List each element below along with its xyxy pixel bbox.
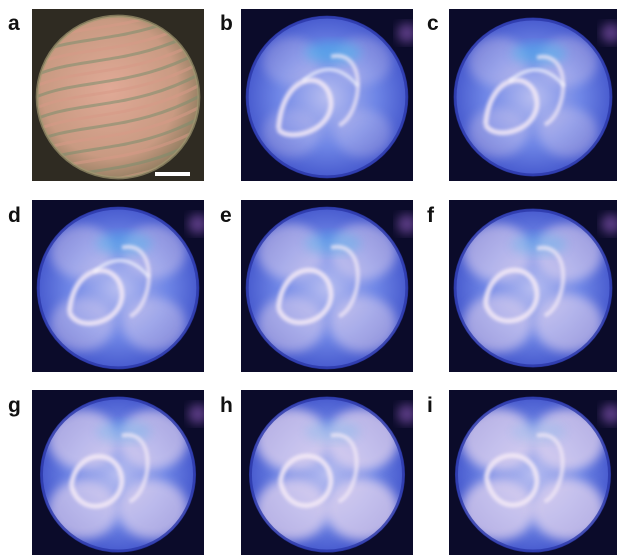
scale-bar [155, 172, 190, 176]
panel-a-svg [32, 9, 204, 181]
panel-label-i: i [427, 394, 433, 417]
panel-i-image [449, 390, 617, 555]
panel-i-svg [449, 390, 617, 555]
panel-b-svg [241, 9, 413, 181]
panel-f-image [449, 200, 617, 372]
panel-d-image [32, 200, 204, 372]
panel-b-image [241, 9, 413, 181]
droplet-disc [37, 16, 199, 178]
panel-f-svg [449, 200, 617, 372]
panel-h-image [241, 390, 413, 555]
panel-g-svg [32, 390, 204, 555]
panel-c-svg [449, 9, 617, 181]
panel-e-image [241, 200, 413, 372]
panel-label-g: g [8, 394, 21, 417]
panel-c-image [449, 9, 617, 181]
panel-label-c: c [427, 12, 439, 35]
panel-d-svg [32, 200, 204, 372]
panel-label-f: f [427, 204, 434, 227]
panel-label-a: a [8, 12, 20, 35]
panel-g-image [32, 390, 204, 555]
panel-label-b: b [220, 12, 233, 35]
panel-label-e: e [220, 204, 232, 227]
panel-a-image [32, 9, 204, 181]
panel-label-h: h [220, 394, 233, 417]
panel-h-svg [241, 390, 413, 555]
panel-label-d: d [8, 204, 21, 227]
panel-e-svg [241, 200, 413, 372]
